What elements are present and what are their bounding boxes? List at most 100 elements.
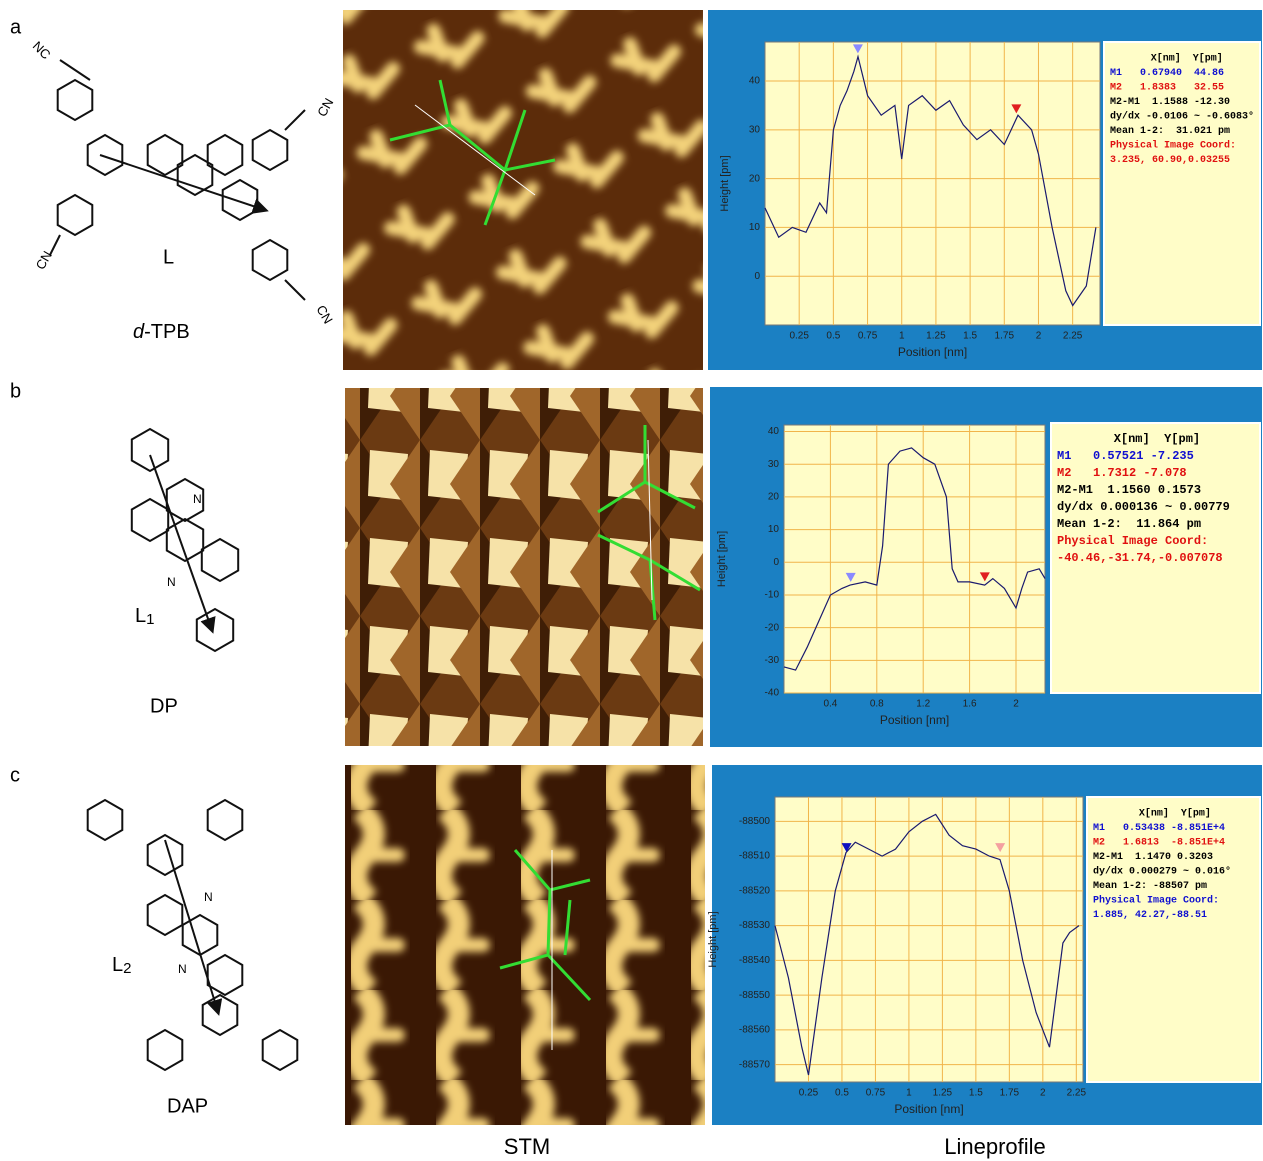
ring — [58, 195, 93, 235]
x-tick-label: 0.25 — [789, 331, 809, 342]
y-tick-label: 0 — [773, 557, 779, 568]
x-tick-label: 0.75 — [866, 1088, 886, 1099]
x-tick-label: 2 — [1040, 1088, 1046, 1099]
figure: a b c NC CN CN CN L d-TPB N N L1 DP N N … — [0, 0, 1263, 1161]
y-tick-label: 20 — [749, 173, 761, 184]
panel-label: c — [10, 764, 20, 786]
readout-line: dy/dx 0.000136 ~ 0.00779 — [1057, 500, 1230, 514]
y-axis-label: Height [pm] — [719, 155, 731, 211]
group-label: CN — [313, 303, 335, 327]
readout-line: M2 1.6813 -8.851E+4 — [1093, 838, 1225, 849]
readout-line: Physical Image Coord: — [1110, 140, 1236, 152]
atom-label: N — [193, 492, 202, 506]
y-tick-label: 30 — [749, 124, 761, 135]
molecule-structure — [50, 60, 305, 300]
y-tick-label: -40 — [765, 688, 780, 699]
y-axis-label: Height [pm] — [707, 911, 719, 967]
name: -TPB — [144, 321, 190, 343]
atom-label: N — [204, 890, 213, 904]
readout-line: dy/dx -0.0106 ~ -0.6083° — [1110, 111, 1254, 123]
stm-image — [343, 10, 703, 370]
group-label: CN — [314, 96, 336, 120]
molecule-name: DAP — [167, 1095, 208, 1117]
y-tick-label: 10 — [749, 222, 761, 233]
atom-label: N — [178, 962, 187, 976]
x-tick-label: 0.25 — [799, 1088, 819, 1099]
ring — [183, 915, 218, 955]
readout-line: X[nm] Y[pm] — [1139, 808, 1211, 820]
bond — [285, 110, 305, 130]
y-tick-label: 40 — [749, 76, 761, 87]
ligand: L — [112, 954, 123, 976]
readout-line: M2-M1 1.1588 -12.30 — [1110, 97, 1230, 108]
x-tick-label: 2.25 — [1067, 1088, 1087, 1099]
plot-area — [784, 425, 1045, 693]
bond — [285, 280, 305, 300]
readout-line: M2-M1 1.1470 0.3203 — [1093, 852, 1213, 863]
y-tick-label: 30 — [768, 459, 780, 470]
y-tick-label: -88530 — [739, 920, 771, 931]
x-tick-label: 0.8 — [870, 699, 884, 710]
ligand: L — [135, 605, 146, 627]
y-axis-label: Height [pm] — [716, 531, 728, 587]
atom-label: N — [167, 575, 176, 589]
readout-line: M1 0.67940 44.86 — [1110, 68, 1224, 79]
readout-line: X[nm] Y[pm] — [1151, 53, 1223, 65]
ring — [88, 135, 123, 175]
x-tick-label: 0.75 — [858, 331, 878, 342]
plot-area — [775, 797, 1083, 1082]
ligand-label: L — [163, 246, 174, 268]
x-tick-label: 1.75 — [1000, 1088, 1020, 1099]
x-tick-label: 1.5 — [969, 1088, 983, 1099]
bond — [165, 840, 218, 1012]
readout-line: Mean 1-2: 31.021 pm — [1110, 126, 1230, 137]
group-label: NC — [30, 38, 54, 62]
y-tick-label: 40 — [768, 426, 780, 437]
x-tick-label: 1 — [899, 331, 905, 342]
x-tick-label: 2 — [1013, 699, 1019, 710]
ring — [253, 130, 288, 170]
readout-line: 3.235, 60.90,0.03255 — [1110, 155, 1230, 166]
x-axis-label: Position [nm] — [898, 345, 967, 359]
ring — [223, 180, 258, 220]
y-tick-label: 0 — [754, 271, 760, 282]
x-tick-label: 1.2 — [916, 699, 930, 710]
molecule-structure — [88, 800, 298, 1070]
ring — [202, 539, 238, 581]
x-tick-label: 1.5 — [963, 331, 977, 342]
x-tick-label: 2 — [1036, 331, 1042, 342]
y-tick-label: -88570 — [739, 1059, 771, 1070]
readout-line: M1 0.57521 -7.235 — [1057, 449, 1194, 463]
ring — [88, 800, 123, 840]
ring — [132, 429, 168, 471]
readout-line: 1.885, 42.27,-88.51 — [1093, 910, 1207, 921]
ring — [208, 800, 243, 840]
readout-line: dy/dx 0.000279 ~ 0.016° — [1093, 866, 1231, 878]
ligand-label: L2 — [112, 954, 131, 977]
readout-line: M2 1.7312 -7.078 — [1057, 466, 1187, 480]
ring — [263, 1030, 298, 1070]
readout-line: Physical Image Coord: — [1057, 534, 1208, 548]
bond — [50, 235, 60, 255]
ring — [203, 995, 238, 1035]
x-axis-label: Position [nm] — [880, 713, 949, 727]
ring — [132, 499, 168, 541]
x-tick-label: 1.75 — [995, 331, 1015, 342]
x-tick-label: 2.25 — [1063, 331, 1083, 342]
ring — [253, 240, 288, 280]
panel-label: b — [10, 380, 21, 402]
molecule-name: d-TPB — [133, 321, 190, 343]
readout-line: -40.46,-31.74,-0.007078 — [1057, 551, 1223, 565]
readout-line: Physical Image Coord: — [1093, 895, 1219, 907]
bond — [60, 60, 90, 80]
y-tick-label: -88560 — [739, 1025, 771, 1036]
ring — [208, 135, 243, 175]
y-tick-label: -88520 — [739, 885, 771, 896]
ligand-sub: 2 — [123, 960, 131, 977]
y-tick-label: -88500 — [739, 816, 771, 827]
x-tick-label: 0.5 — [826, 331, 840, 342]
y-tick-label: -20 — [765, 622, 780, 633]
